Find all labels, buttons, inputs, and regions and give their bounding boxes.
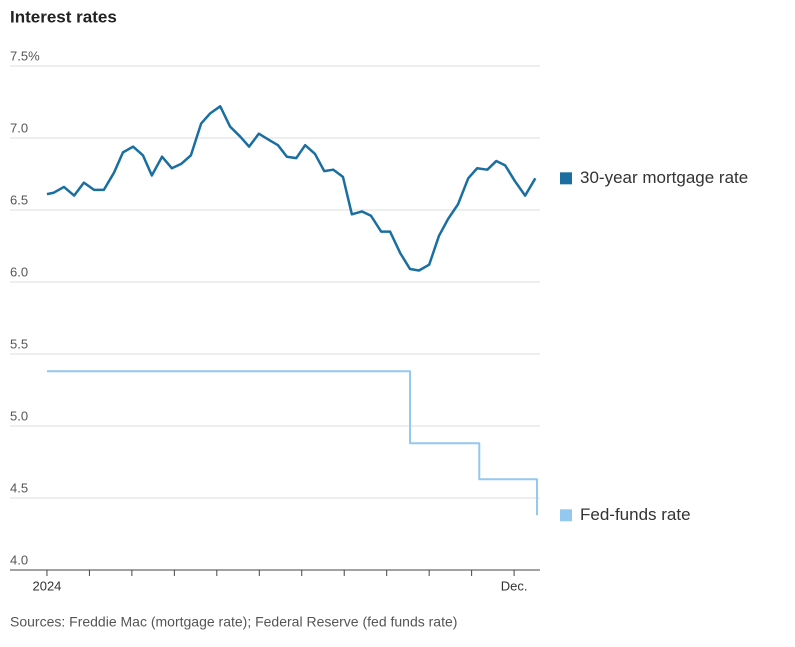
y-tick-label: 6.5	[10, 192, 28, 207]
y-tick-label: 5.0	[10, 408, 28, 423]
legend-label: 30-year mortgage rate	[580, 168, 748, 187]
line-series	[46, 370, 539, 516]
chart-title: Interest rates	[10, 7, 117, 26]
source-note: Sources: Freddie Mac (mortgage rate); Fe…	[10, 614, 457, 630]
y-tick-label: 7.0	[10, 120, 28, 135]
legend-swatch	[560, 509, 572, 522]
legend-label: Fed-funds rate	[580, 505, 691, 524]
y-tick-label: 7.5%	[10, 48, 40, 63]
y-tick-label: 4.5	[10, 480, 28, 495]
legend-swatch	[560, 172, 572, 185]
x-tick-label: Dec.	[501, 578, 528, 593]
line-series	[46, 105, 537, 272]
y-tick-label: 5.5	[10, 336, 28, 351]
x-tick-label: 2024	[32, 578, 61, 593]
y-tick-label: 4.0	[10, 552, 28, 567]
y-tick-label: 6.0	[10, 264, 28, 279]
